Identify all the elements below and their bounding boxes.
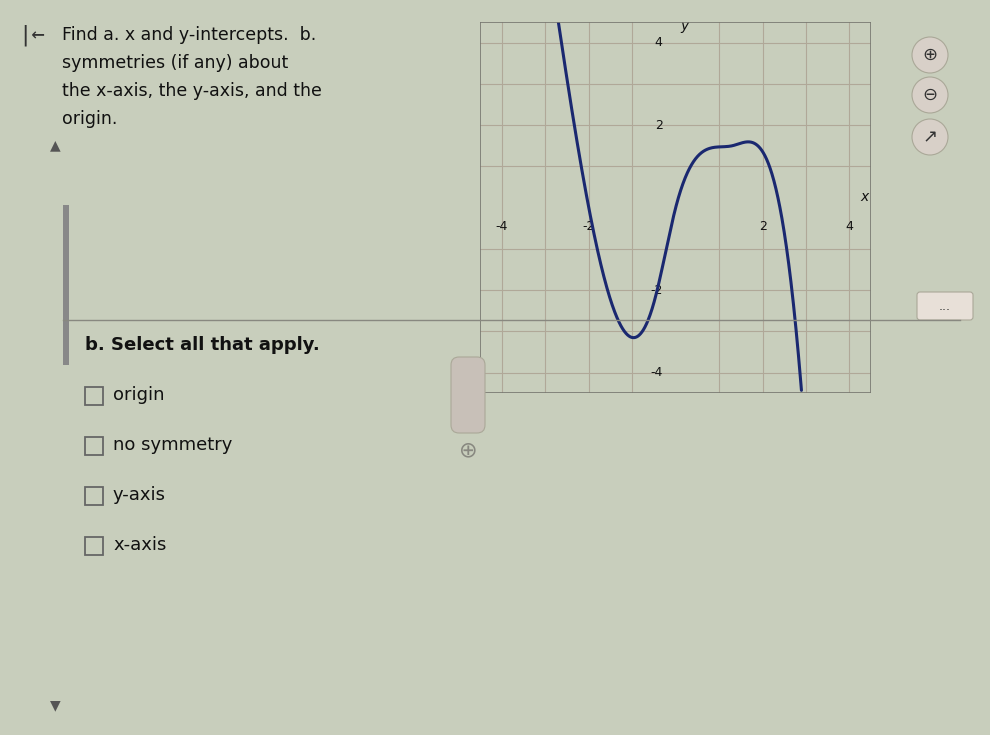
Text: ⊕: ⊕ [458, 440, 477, 460]
Text: ⊖: ⊖ [923, 86, 938, 104]
Text: ...: ... [939, 299, 951, 312]
Text: 2: 2 [654, 118, 662, 132]
Text: Find a. x and y-intercepts.  b.: Find a. x and y-intercepts. b. [62, 26, 316, 44]
Bar [85, 537, 103, 555]
Circle shape [912, 77, 948, 113]
Text: ▲: ▲ [50, 138, 60, 152]
Bar [85, 487, 103, 505]
Circle shape [466, 388, 470, 392]
Text: y-axis: y-axis [113, 486, 166, 504]
Text: 4: 4 [845, 220, 853, 233]
Text: origin.: origin. [62, 110, 118, 128]
Circle shape [912, 119, 948, 155]
Text: -4: -4 [496, 220, 508, 233]
Text: b. Select all that apply.: b. Select all that apply. [85, 336, 320, 354]
Text: ↗: ↗ [923, 128, 938, 146]
Text: symmetries (if any) about: symmetries (if any) about [62, 54, 288, 72]
Circle shape [466, 398, 470, 402]
Text: y: y [680, 19, 688, 33]
Bar [85, 387, 103, 405]
Text: -4: -4 [650, 366, 662, 379]
Bar [63, 205, 69, 365]
Text: x-axis: x-axis [113, 536, 166, 554]
Text: -2: -2 [650, 284, 662, 297]
Text: 2: 2 [758, 220, 766, 233]
Text: ⊕: ⊕ [923, 46, 938, 64]
Circle shape [912, 37, 948, 73]
Text: |←: |← [18, 24, 45, 46]
Bar [85, 437, 103, 455]
Text: 4: 4 [654, 36, 662, 49]
Text: no symmetry: no symmetry [113, 436, 233, 454]
FancyBboxPatch shape [917, 292, 973, 320]
Text: x: x [860, 190, 869, 204]
Circle shape [466, 378, 470, 382]
FancyBboxPatch shape [451, 357, 485, 433]
Text: the x-axis, the y-axis, and the: the x-axis, the y-axis, and the [62, 82, 322, 100]
Text: -2: -2 [582, 220, 595, 233]
Text: origin: origin [113, 386, 164, 404]
Text: ▼: ▼ [50, 698, 60, 712]
